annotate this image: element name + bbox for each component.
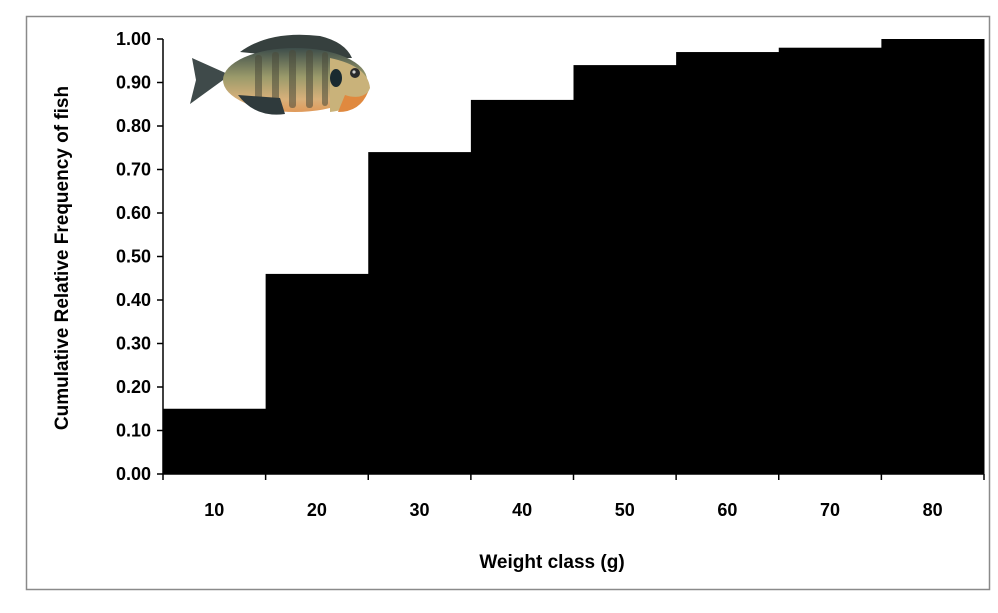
x-tick-label: 40 (512, 500, 532, 520)
x-axis-label: Weight class (g) (479, 552, 624, 573)
y-tick-label: 0.30 (116, 334, 151, 354)
bar-80 (881, 39, 985, 474)
y-tick-label: 0.00 (116, 464, 151, 484)
y-tick-label: 0.70 (116, 160, 151, 180)
y-tick-label: 0.50 (116, 247, 151, 267)
x-tick-label: 70 (820, 500, 840, 520)
bar-60 (676, 52, 780, 475)
bar-70 (778, 47, 882, 474)
y-axis-label: Cumulative Relative Frequency of fish (52, 86, 73, 430)
x-tick-label: 10 (204, 500, 224, 520)
axes-group (157, 38, 985, 480)
y-tick-label: 0.40 (116, 290, 151, 310)
bars-group (163, 39, 985, 475)
bar-20 (265, 273, 369, 474)
y-tick-label: 1.00 (116, 29, 151, 49)
y-tick-label: 0.90 (116, 73, 151, 93)
y-tick-label: 0.20 (116, 377, 151, 397)
bar-30 (368, 152, 472, 474)
y-tick-label: 0.60 (116, 203, 151, 223)
x-tick-label: 80 (923, 500, 943, 520)
y-tick-label: 0.10 (116, 421, 151, 441)
x-tick-label: 50 (615, 500, 635, 520)
y-tick-label: 0.80 (116, 116, 151, 136)
bar-50 (573, 65, 677, 474)
x-tick-label: 20 (307, 500, 327, 520)
y-tick-labels: 0.00 0.10 0.20 0.30 0.40 0.50 0.60 0.70 0.80 0.90… (116, 29, 151, 484)
x-tick-label: 60 (717, 500, 737, 520)
bar-10 (163, 408, 267, 474)
x-tick-labels: 10 20 30 40 50 60 70 80 (204, 500, 942, 520)
x-tick-label: 30 (410, 500, 430, 520)
bar-40 (470, 99, 574, 475)
bluegill-fish-icon (190, 34, 370, 115)
